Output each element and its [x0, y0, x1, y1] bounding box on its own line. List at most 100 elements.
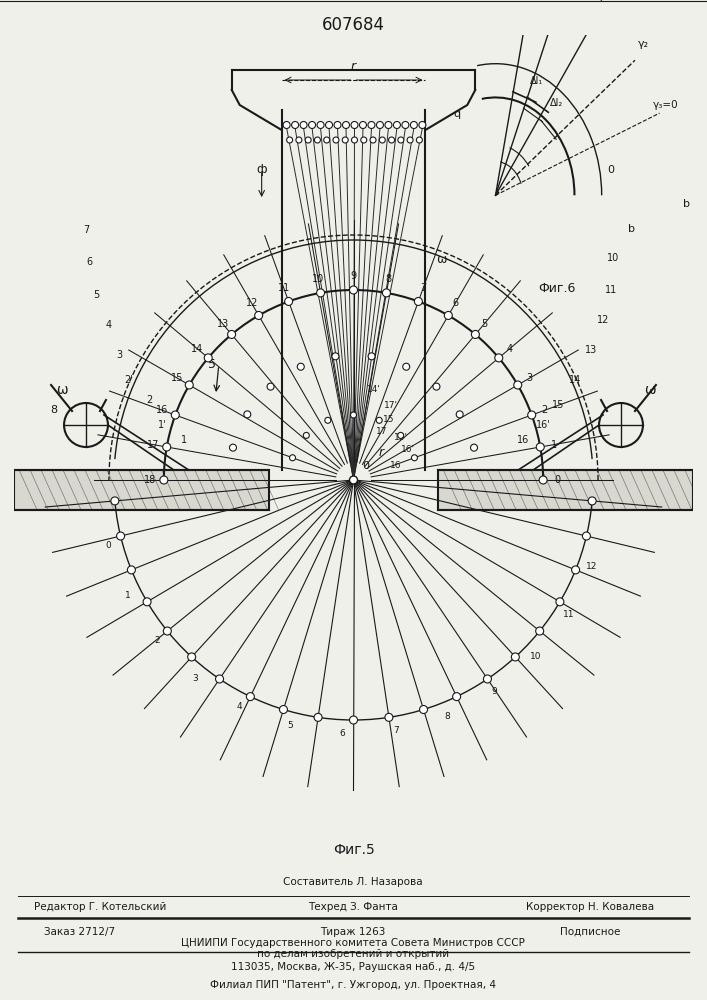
- Circle shape: [117, 532, 124, 540]
- Text: ω: ω: [436, 253, 446, 266]
- Circle shape: [433, 383, 440, 390]
- Text: 9: 9: [351, 271, 356, 281]
- Circle shape: [160, 476, 168, 484]
- Circle shape: [588, 497, 596, 505]
- Text: 16: 16: [517, 435, 530, 445]
- Text: ф: ф: [257, 163, 267, 176]
- Text: 5: 5: [93, 290, 99, 300]
- Text: 0: 0: [363, 461, 370, 471]
- Circle shape: [349, 476, 358, 484]
- Polygon shape: [14, 470, 269, 510]
- Circle shape: [349, 286, 358, 294]
- Text: 3: 3: [192, 674, 198, 683]
- Text: 15': 15': [395, 434, 409, 442]
- Text: 6: 6: [339, 729, 345, 738]
- Circle shape: [246, 693, 255, 701]
- Text: 7: 7: [393, 726, 399, 735]
- Text: 15: 15: [171, 373, 183, 383]
- Circle shape: [385, 121, 392, 128]
- Text: 15: 15: [382, 416, 395, 424]
- Text: 6: 6: [452, 298, 458, 308]
- Text: 11: 11: [278, 283, 290, 293]
- Circle shape: [317, 121, 324, 128]
- Circle shape: [385, 713, 393, 721]
- Text: r: r: [379, 446, 384, 458]
- Text: 7: 7: [420, 283, 426, 293]
- Text: 11: 11: [563, 610, 574, 619]
- Text: 9: 9: [491, 687, 497, 696]
- Text: ω: ω: [644, 383, 656, 397]
- Circle shape: [290, 455, 296, 461]
- Text: 17: 17: [147, 440, 159, 450]
- Text: 8: 8: [50, 405, 58, 415]
- Text: 16: 16: [390, 460, 401, 470]
- Text: γ₃=0: γ₃=0: [653, 100, 679, 110]
- Circle shape: [411, 455, 417, 461]
- Circle shape: [279, 706, 288, 714]
- Circle shape: [325, 121, 332, 128]
- Text: Корректор Н. Ковалева: Корректор Н. Ковалева: [526, 902, 654, 912]
- Circle shape: [163, 443, 170, 451]
- Circle shape: [419, 121, 426, 128]
- Text: 18: 18: [144, 475, 156, 485]
- Circle shape: [484, 675, 491, 683]
- Circle shape: [143, 598, 151, 606]
- Text: 13: 13: [216, 319, 229, 329]
- Circle shape: [324, 137, 329, 143]
- Circle shape: [204, 354, 212, 362]
- Circle shape: [286, 137, 293, 143]
- Text: 14: 14: [192, 344, 204, 354]
- Text: 8: 8: [386, 274, 392, 284]
- Text: 6: 6: [86, 257, 92, 267]
- Text: 3: 3: [527, 373, 533, 383]
- Circle shape: [300, 121, 307, 128]
- Text: 0: 0: [608, 165, 614, 175]
- Text: Составитель Л. Назарова: Составитель Л. Назарова: [284, 877, 423, 887]
- Circle shape: [285, 297, 293, 305]
- Polygon shape: [438, 470, 693, 510]
- Text: 5: 5: [208, 359, 216, 371]
- Circle shape: [376, 417, 382, 423]
- Text: 4: 4: [506, 344, 513, 354]
- Text: 12: 12: [597, 315, 609, 325]
- Text: γ₁: γ₁: [597, 0, 609, 1]
- Circle shape: [111, 497, 119, 505]
- Circle shape: [537, 443, 544, 451]
- Circle shape: [368, 121, 375, 128]
- Text: 16: 16: [156, 405, 168, 415]
- Circle shape: [314, 713, 322, 721]
- Circle shape: [452, 693, 461, 701]
- Text: Подписное: Подписное: [560, 927, 620, 937]
- Text: 13: 13: [585, 345, 597, 355]
- Text: 10: 10: [312, 274, 325, 284]
- Circle shape: [342, 137, 349, 143]
- Circle shape: [303, 432, 309, 438]
- Circle shape: [163, 627, 171, 635]
- Text: Фиг.6: Фиг.6: [538, 282, 575, 295]
- Circle shape: [583, 532, 590, 540]
- Text: 2': 2': [124, 375, 134, 385]
- Circle shape: [382, 289, 390, 297]
- Circle shape: [361, 137, 367, 143]
- Circle shape: [325, 417, 331, 423]
- Circle shape: [368, 353, 375, 360]
- Circle shape: [511, 653, 520, 661]
- Text: 15: 15: [552, 400, 564, 410]
- Circle shape: [308, 121, 315, 128]
- Text: Δl₂: Δl₂: [550, 98, 563, 107]
- Circle shape: [539, 476, 547, 484]
- Circle shape: [370, 137, 376, 143]
- Circle shape: [536, 627, 544, 635]
- Circle shape: [333, 137, 339, 143]
- Circle shape: [297, 363, 304, 370]
- Circle shape: [291, 121, 298, 128]
- Text: Тираж 1263: Тираж 1263: [320, 927, 386, 937]
- Circle shape: [305, 137, 311, 143]
- Circle shape: [351, 412, 356, 418]
- Text: 11: 11: [605, 285, 617, 295]
- Text: 2: 2: [154, 636, 160, 645]
- Circle shape: [393, 121, 400, 128]
- Text: q: q: [454, 109, 461, 119]
- Circle shape: [255, 311, 263, 319]
- Text: 16': 16': [536, 420, 551, 430]
